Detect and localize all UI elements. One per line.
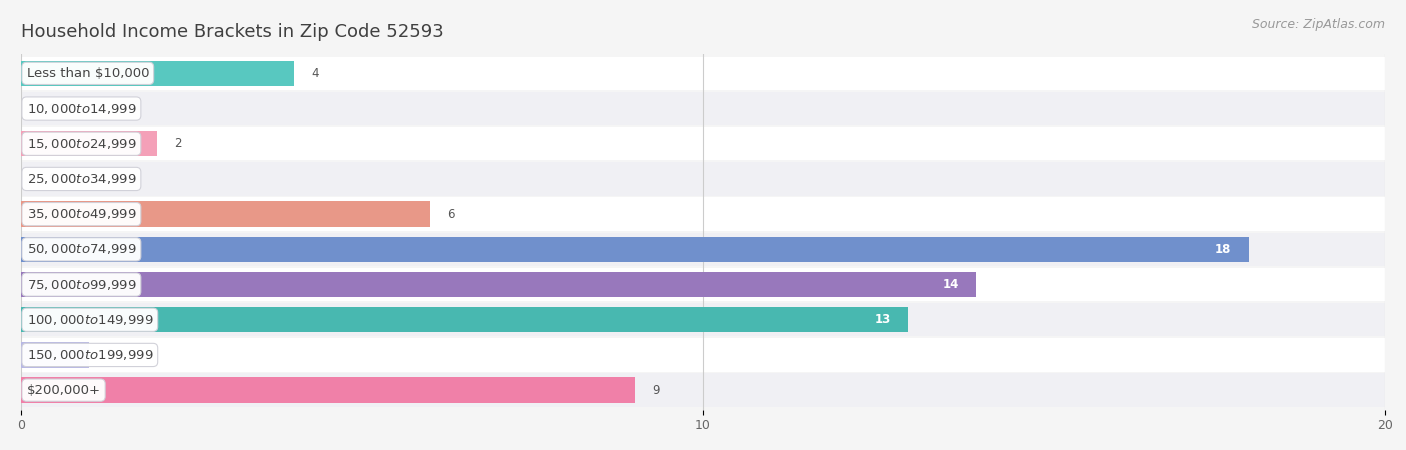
Bar	[21, 202, 430, 227]
Bar	[21, 127, 1385, 161]
Text: Household Income Brackets in Zip Code 52593: Household Income Brackets in Zip Code 52…	[21, 23, 444, 41]
Text: Source: ZipAtlas.com: Source: ZipAtlas.com	[1251, 18, 1385, 31]
Text: 13: 13	[875, 313, 890, 326]
Bar	[21, 307, 908, 333]
Text: Less than $10,000: Less than $10,000	[27, 67, 149, 80]
Text: $25,000 to $34,999: $25,000 to $34,999	[27, 172, 136, 186]
Bar	[21, 61, 294, 86]
Text: $35,000 to $49,999: $35,000 to $49,999	[27, 207, 136, 221]
Bar	[21, 272, 976, 297]
Text: 2: 2	[174, 137, 181, 150]
Bar	[21, 57, 1385, 90]
Bar	[21, 131, 157, 157]
Text: $200,000+: $200,000+	[27, 384, 101, 396]
Text: $50,000 to $74,999: $50,000 to $74,999	[27, 243, 136, 256]
Text: $15,000 to $24,999: $15,000 to $24,999	[27, 137, 136, 151]
Bar	[21, 198, 1385, 231]
Text: $10,000 to $14,999: $10,000 to $14,999	[27, 102, 136, 116]
Text: 0: 0	[48, 172, 56, 185]
Bar	[21, 162, 1385, 196]
Bar	[21, 233, 1385, 266]
Text: 0: 0	[48, 102, 56, 115]
Text: $100,000 to $149,999: $100,000 to $149,999	[27, 313, 153, 327]
Text: $150,000 to $199,999: $150,000 to $199,999	[27, 348, 153, 362]
Text: 18: 18	[1215, 243, 1232, 256]
Text: 14: 14	[942, 278, 959, 291]
Bar	[21, 303, 1385, 337]
Text: 6: 6	[447, 207, 454, 220]
Bar	[21, 374, 1385, 407]
Bar	[21, 378, 636, 403]
Text: 1: 1	[107, 348, 114, 361]
Bar	[21, 268, 1385, 301]
Bar	[21, 342, 90, 368]
Text: $75,000 to $99,999: $75,000 to $99,999	[27, 278, 136, 292]
Text: 4: 4	[311, 67, 318, 80]
Bar	[21, 237, 1249, 262]
Text: 9: 9	[652, 384, 659, 396]
Bar	[21, 92, 1385, 125]
Bar	[21, 338, 1385, 372]
